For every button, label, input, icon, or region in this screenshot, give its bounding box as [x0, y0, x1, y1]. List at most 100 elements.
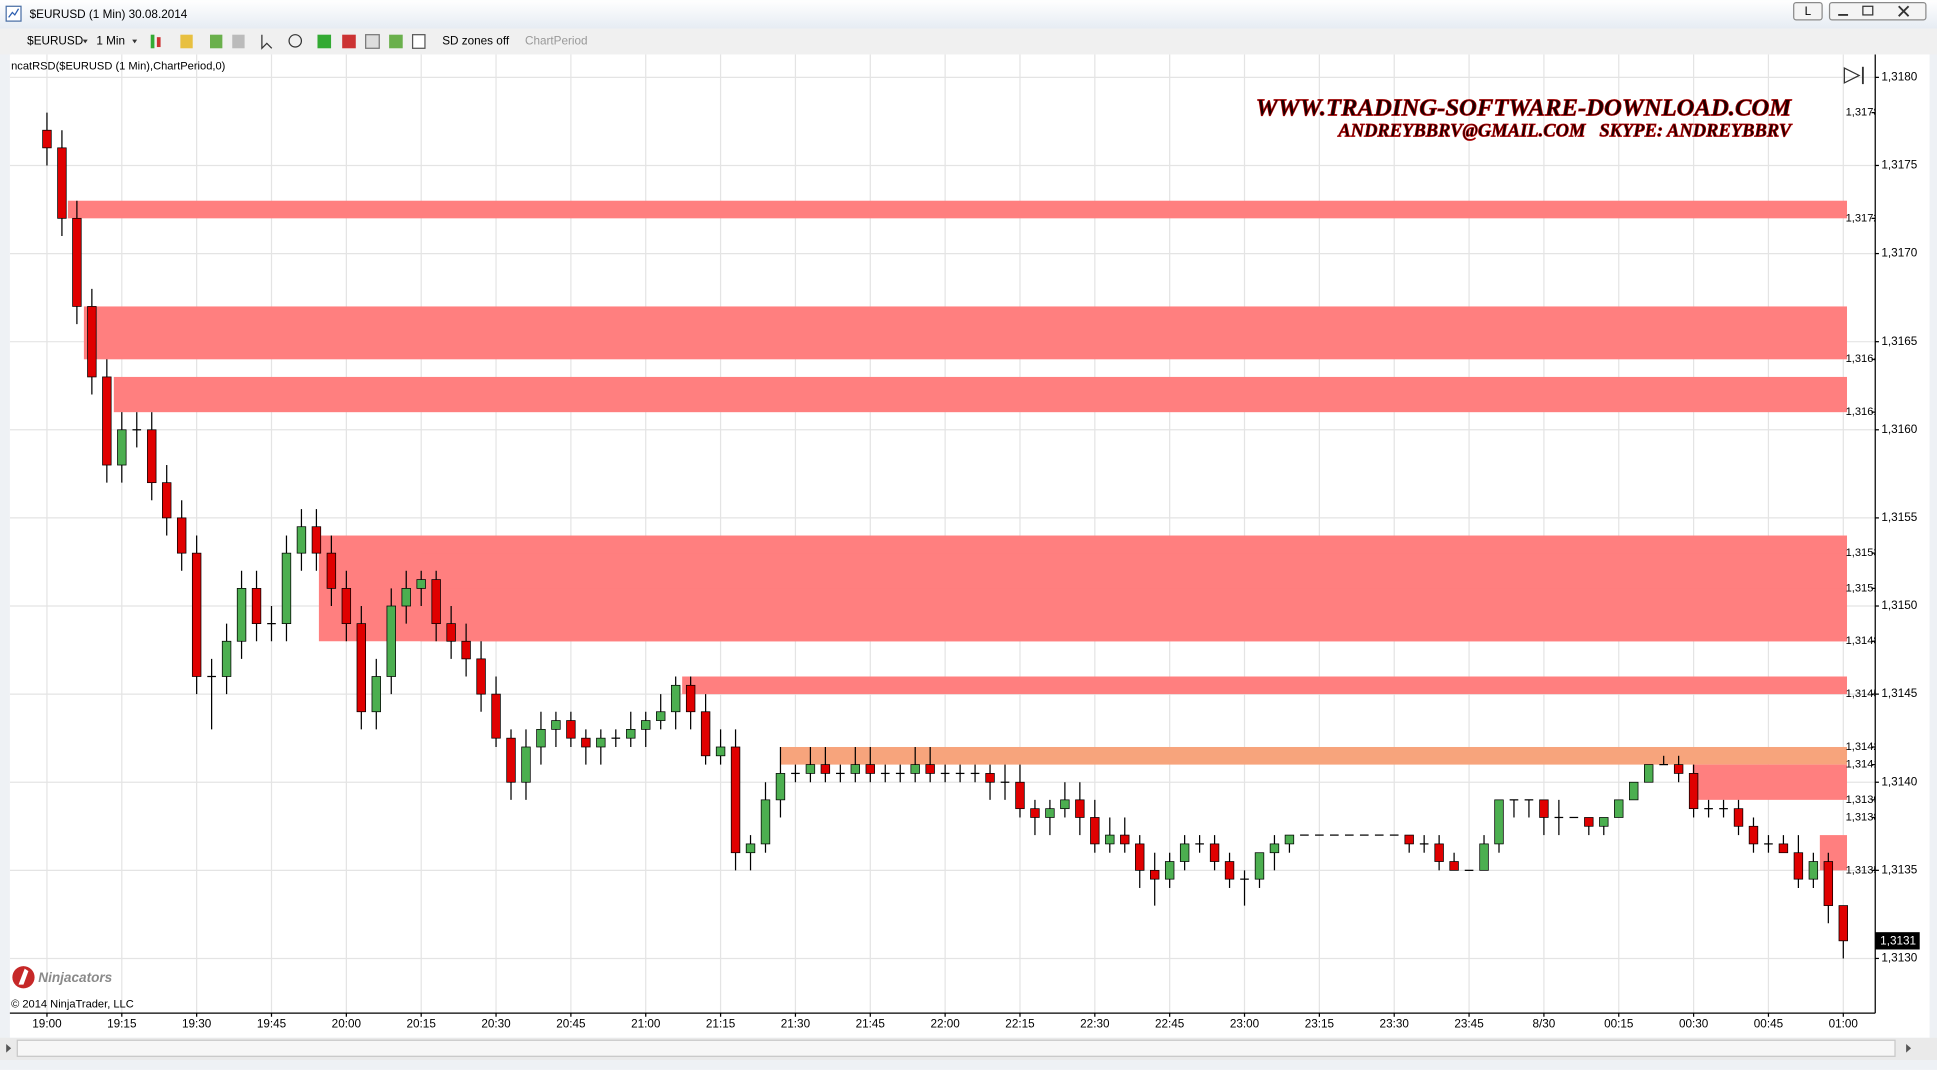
scroll-thumb[interactable] — [16, 1039, 1896, 1057]
app-icon-glyph — [8, 8, 20, 18]
candle-body — [191, 552, 202, 677]
maximize-button[interactable] — [1862, 5, 1874, 16]
candle-body — [805, 764, 816, 774]
logo-text: Ninjacators — [38, 970, 112, 985]
indicator-icon[interactable] — [210, 34, 223, 49]
mode-button[interactable] — [1793, 1, 1823, 21]
candle-body — [1434, 843, 1444, 862]
candle-body — [1030, 808, 1040, 818]
x-tick-label: 19:00 — [32, 1017, 62, 1030]
candle-body — [431, 579, 441, 625]
x-tick-label: 19:15 — [107, 1017, 137, 1030]
toolbar-icon[interactable] — [317, 34, 332, 49]
candle-body — [221, 640, 232, 677]
toolbar-icon[interactable] — [365, 34, 380, 49]
y-tick-label: 1,3180 — [1881, 70, 1917, 83]
y-tick-label: 1,3170 — [1881, 247, 1917, 260]
dropdown-arrow[interactable] — [132, 39, 138, 44]
candle-body — [296, 526, 307, 554]
candle-body — [147, 429, 157, 484]
candle-body — [1614, 799, 1624, 818]
candle-body — [1793, 852, 1804, 880]
window-controls — [1828, 1, 1927, 21]
copyright: © 2014 NinjaTrader, LLC — [11, 998, 134, 1010]
y-tick-label: 1,3160 — [1881, 423, 1917, 436]
x-tick-label: 01:00 — [1829, 1017, 1859, 1030]
x-tick-label: 21:30 — [781, 1017, 811, 1030]
candle-body — [176, 517, 187, 554]
drawing-tool-icon[interactable] — [180, 34, 193, 49]
candle-body — [311, 526, 322, 554]
price-marker-label: 1,3139 — [1846, 794, 1880, 806]
chart-period-button[interactable]: ChartPeriod — [525, 35, 588, 48]
scroll-arrow[interactable] — [1843, 67, 1861, 84]
candle-body — [1808, 861, 1819, 880]
candle-body — [1778, 843, 1789, 854]
candle-body — [102, 376, 112, 466]
mode-button-label[interactable]: L — [1805, 5, 1812, 18]
candle-body — [985, 773, 995, 783]
price-marker-label: 1,3138 — [1846, 811, 1880, 823]
x-tick-label: 23:00 — [1230, 1017, 1260, 1030]
indicator-label: ncatRSD($EURUSD (1 Min),ChartPeriod,0) — [11, 61, 226, 73]
candle-body — [1479, 843, 1489, 871]
price-marker-label: 1,3178 — [1846, 107, 1880, 119]
toolbar — [0, 28, 1937, 55]
bar-type-icon[interactable] — [150, 34, 155, 49]
candle-body — [685, 684, 696, 713]
candle-body — [536, 728, 546, 748]
candle-body — [1748, 825, 1759, 845]
toolbar-icon[interactable] — [411, 34, 426, 49]
candle-body — [1015, 781, 1025, 810]
scroll-left[interactable] — [6, 1043, 12, 1053]
candle-body — [1209, 843, 1220, 862]
candle-body — [641, 720, 651, 730]
x-tick-label: 19:45 — [257, 1017, 287, 1030]
zoom-icon[interactable] — [288, 34, 303, 48]
x-tick-label: 21:15 — [706, 1017, 736, 1030]
time-axis: 19:00 19:15 19:30 19:45 20:00 20:15 20:30 20:45… — [32, 1013, 1858, 1030]
candle-body — [1449, 861, 1459, 871]
bar-type-icon[interactable] — [156, 37, 161, 48]
toolbar-icon[interactable] — [342, 34, 356, 49]
candle-body — [1584, 817, 1594, 827]
candle-body — [1120, 834, 1130, 845]
x-tick-label: 23:15 — [1305, 1017, 1335, 1030]
period-selector[interactable]: 1 Min — [96, 35, 125, 48]
x-tick-label: 8/30 — [1533, 1017, 1556, 1030]
dropdown-arrow[interactable] — [82, 39, 88, 44]
cursor-icon[interactable] — [261, 34, 273, 50]
x-tick-label: 21:00 — [631, 1017, 661, 1030]
candle-body — [1733, 808, 1744, 827]
candle-body — [356, 623, 367, 713]
candle-body — [1539, 799, 1549, 818]
instrument-selector[interactable]: $EURUSD — [27, 35, 83, 48]
scroll-to-end-icon[interactable] — [1843, 66, 1864, 85]
candle-body — [1164, 861, 1175, 880]
supply-zone — [83, 306, 1848, 360]
x-tick-label: 19:30 — [182, 1017, 212, 1030]
close-button[interactable] — [1898, 5, 1910, 17]
strategy-icon[interactable] — [232, 34, 245, 49]
supply-zone — [682, 676, 1848, 695]
candle-body — [551, 720, 561, 730]
candle-body — [670, 684, 681, 713]
x-tick-label: 20:15 — [407, 1017, 437, 1030]
y-tick-label: 1,3135 — [1881, 863, 1917, 876]
candle-body — [1179, 843, 1190, 862]
title-bar — [0, 0, 1937, 29]
candle-body — [1105, 834, 1115, 845]
price-marker-label: 1,3145 — [1846, 688, 1880, 700]
candle-body — [1060, 799, 1070, 810]
zones-toggle[interactable]: SD zones off — [442, 35, 510, 48]
candle-body — [1823, 861, 1834, 906]
supply-zone — [67, 200, 1848, 219]
scroll-right[interactable] — [1906, 1043, 1912, 1053]
x-tick-label: 22:45 — [1155, 1017, 1185, 1030]
candle-body — [251, 588, 262, 625]
current-price-box — [1875, 932, 1920, 950]
y-tick-label: 1,3130 — [1881, 952, 1917, 965]
toolbar-icon[interactable] — [389, 34, 403, 49]
y-tick-label: 1,3140 — [1881, 775, 1917, 788]
